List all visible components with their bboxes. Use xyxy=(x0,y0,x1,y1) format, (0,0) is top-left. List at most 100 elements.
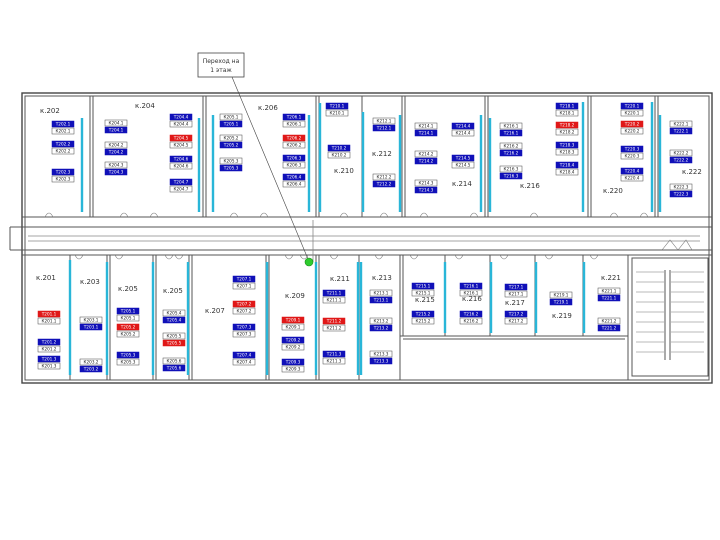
port-label: К209.1 xyxy=(286,325,301,330)
port-Т205.5: Т205.5 xyxy=(162,339,186,347)
port-К213.1: К213.1 xyxy=(369,289,393,297)
port-label: К204.7 xyxy=(174,187,189,192)
port-label: К222.2 xyxy=(674,151,689,156)
port-К204.2: К204.2 xyxy=(104,141,128,149)
port-label: К206.1 xyxy=(287,122,302,127)
port-Т206.1: Т206.1 xyxy=(282,113,306,121)
port-label: Т212.1 xyxy=(376,126,392,131)
port-Т220.4: Т220.4 xyxy=(620,167,644,175)
port-К213.2: К213.2 xyxy=(369,317,393,325)
room-label: к.205 xyxy=(118,285,138,293)
port-label: К216.2 xyxy=(504,144,519,149)
port-Т213.2: Т213.2 xyxy=(369,324,393,332)
port-label: К214.4 xyxy=(456,131,471,136)
port-label: Т221.1 xyxy=(601,296,617,301)
port-label: К203.1 xyxy=(84,318,99,323)
port-Т210.1: Т210.1 xyxy=(325,102,349,110)
room-label: к.211 xyxy=(330,275,350,283)
port-Т205.3: Т205.3 xyxy=(219,164,243,172)
port-Т214.1: Т214.1 xyxy=(414,129,438,137)
port-К215.2: К215.2 xyxy=(411,317,435,325)
port-label: Т213.2 xyxy=(373,326,389,331)
port-label: Т207.2 xyxy=(236,302,252,307)
port-label: Т209.1 xyxy=(285,318,301,323)
port-К220.4: К220.4 xyxy=(620,174,644,182)
port-label: Т215.2 xyxy=(415,312,431,317)
port-Т201.2: Т201.2 xyxy=(37,338,61,346)
port-Т206.4: Т206.4 xyxy=(282,173,306,181)
port-label: Т214.5 xyxy=(455,156,471,161)
port-label: К216.1 xyxy=(464,291,479,296)
port-label: К207.4 xyxy=(237,360,252,365)
port-label: К207.1 xyxy=(237,284,252,289)
port-К203.1: К203.1 xyxy=(79,316,103,324)
port-label: К206.2 xyxy=(287,143,302,148)
port-Т217.1: Т217.1 xyxy=(504,283,528,291)
port-Т201.1: Т201.1 xyxy=(37,310,61,318)
port-К211.1: К211.1 xyxy=(322,296,346,304)
callout-line-2: 1 этаж xyxy=(210,67,232,74)
port-Т218.2: Т218.2 xyxy=(555,121,579,129)
port-label: Т207.4 xyxy=(236,353,252,358)
port-Т204.2: Т204.2 xyxy=(104,148,128,156)
port-Т220.2: Т220.2 xyxy=(620,120,644,128)
port-К207.3: К207.3 xyxy=(232,330,256,338)
port-К220.1: К220.1 xyxy=(620,109,644,117)
port-К207.2: К207.2 xyxy=(232,307,256,315)
room-label: к.207 xyxy=(205,307,225,315)
port-К205.3: К205.3 xyxy=(116,358,140,366)
port-label: Т204.4 xyxy=(173,115,189,120)
port-Т215.1: Т215.1 xyxy=(411,282,435,290)
port-Т203.2: Т203.2 xyxy=(79,365,103,373)
port-label: К218.1 xyxy=(560,111,575,116)
port-label: К214.3 xyxy=(419,181,434,186)
port-label: К220.1 xyxy=(625,111,640,116)
port-К205.1: К205.1 xyxy=(219,113,243,121)
port-label: К222.3 xyxy=(674,185,689,190)
port-К217.2: К217.2 xyxy=(504,317,528,325)
port-label: Т216.2 xyxy=(503,151,519,156)
room-label: к.206 xyxy=(258,104,278,112)
port-label: К209.2 xyxy=(286,345,301,350)
port-К201.1: К201.1 xyxy=(37,317,61,325)
port-Т209.3: Т209.3 xyxy=(281,358,305,366)
port-К205.2: К205.2 xyxy=(219,134,243,142)
port-label: Т214.4 xyxy=(455,124,471,129)
port-К216.1: К216.1 xyxy=(499,122,523,130)
port-label: Т220.3 xyxy=(624,147,640,152)
port-label: К220.4 xyxy=(625,176,640,181)
port-Т221.2: Т221.2 xyxy=(597,324,621,332)
port-label: Т210.1 xyxy=(329,104,345,109)
network-ports: Т202.1 К202.1 Т202.2 К202.2 Т202.3 К202.3 К204… xyxy=(37,102,693,373)
port-К204.4: К204.4 xyxy=(169,120,193,128)
port-К206.2: К206.2 xyxy=(282,141,306,149)
port-Т216.3: Т216.3 xyxy=(499,172,523,180)
port-label: Т206.1 xyxy=(286,115,302,120)
port-Т205.1: Т205.1 xyxy=(219,120,243,128)
port-label: Т213.3 xyxy=(373,359,389,364)
port-label: К216.3 xyxy=(504,167,519,172)
port-label: К202.2 xyxy=(56,149,71,154)
port-label: Т205.2 xyxy=(223,143,239,148)
port-label: К205.5 xyxy=(167,334,182,339)
port-Т220.3: Т220.3 xyxy=(620,145,644,153)
port-К219.1: К219.1 xyxy=(549,291,573,299)
port-Т215.2: Т215.2 xyxy=(411,310,435,318)
port-К222.1: К222.1 xyxy=(669,120,693,128)
port-label: Т218.4 xyxy=(559,163,575,168)
port-label: К211.3 xyxy=(327,359,342,364)
room-label: к.203 xyxy=(80,278,100,286)
port-label: Т201.1 xyxy=(41,312,57,317)
port-label: Т203.1 xyxy=(83,325,99,330)
port-label: К204.4 xyxy=(174,122,189,127)
port-К211.3: К211.3 xyxy=(322,357,346,365)
port-Т205.1: Т205.1 xyxy=(116,307,140,315)
port-label: К218.3 xyxy=(560,150,575,155)
port-label: Т207.3 xyxy=(236,325,252,330)
port-Т214.5: Т214.5 xyxy=(451,154,475,162)
port-label: К213.3 xyxy=(374,352,389,357)
port-К210.1: К210.1 xyxy=(325,109,349,117)
port-Т202.1: Т202.1 xyxy=(51,120,75,128)
port-label: К213.2 xyxy=(374,319,389,324)
port-label: Т205.1 xyxy=(120,309,136,314)
